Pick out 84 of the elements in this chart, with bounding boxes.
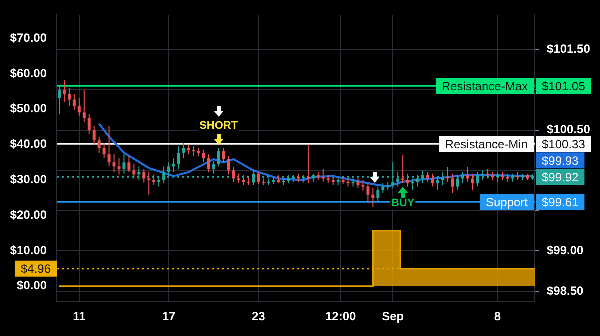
candlestick [451, 173, 454, 194]
candlestick [322, 168, 325, 182]
ref-line-label: Resistance-Min [445, 137, 528, 152]
candlestick [88, 114, 91, 135]
y2-tick-label: $0.00 [16, 278, 48, 293]
candlestick [132, 164, 136, 180]
candlestick [306, 144, 310, 184]
y2-tick-label: $30.00 [10, 172, 48, 187]
candlestick [82, 90, 86, 123]
candlestick [486, 168, 490, 180]
candlestick [62, 80, 66, 103]
candlestick [102, 142, 106, 160]
x-tick-label: 11 [73, 310, 86, 324]
candlestick [252, 168, 256, 186]
candlestick [461, 172, 464, 184]
candlestick [366, 183, 370, 204]
candlestick [142, 168, 146, 184]
y2-tick-label: $40.00 [10, 137, 48, 152]
candlestick [118, 158, 121, 176]
candlestick [446, 166, 450, 182]
y2-tick-label: $20.00 [10, 208, 48, 222]
candlestick [466, 166, 470, 182]
text: $99.61 [542, 195, 580, 210]
y-tick-label: $98.50 [547, 284, 584, 298]
candlestick [257, 172, 260, 185]
candlestick [92, 126, 96, 146]
annotation: BUY [391, 198, 416, 210]
y2-tick-label: $10.00 [10, 243, 48, 258]
candlestick [237, 173, 240, 184]
candlestick [431, 173, 434, 188]
x-tick-label: 8 [494, 310, 502, 324]
candlestick [421, 170, 424, 184]
candlestick [187, 144, 190, 156]
y2-tick-label: $50.00 [10, 102, 48, 116]
candlestick [382, 183, 385, 194]
candlestick [68, 88, 71, 107]
candlestick [192, 146, 196, 157]
candlestick [232, 166, 236, 182]
candlestick [212, 160, 216, 174]
candlestick [476, 172, 480, 188]
text: $100.33 [542, 137, 586, 152]
y2-tick-label: $70.00 [10, 30, 48, 45]
candlestick [217, 148, 220, 168]
candlestick [202, 149, 206, 164]
candlestick [112, 154, 116, 173]
y-tick-label: $99.00 [547, 244, 584, 258]
candlestick [98, 136, 101, 154]
candlestick [72, 94, 76, 111]
candlestick [426, 172, 430, 182]
candlestick [78, 98, 81, 116]
y-tick-label: $100.50 [547, 122, 591, 137]
candlestick [108, 126, 111, 168]
y2-tick-label: $60.00 [10, 66, 48, 80]
candlestick [122, 154, 126, 174]
candlestick [242, 175, 246, 186]
x-tick-label: Sep [382, 310, 404, 324]
candlestick [227, 156, 230, 176]
candlestick [406, 173, 410, 188]
candlestick [362, 180, 365, 192]
y-tick-label: $101.50 [547, 42, 591, 56]
candlestick [372, 188, 375, 208]
candlestick [128, 156, 131, 173]
candlestick [152, 174, 156, 186]
candlestick [207, 154, 210, 173]
ref-line-label: Support [486, 195, 529, 210]
ref-line-label: Resistance-Max [442, 79, 528, 94]
x-tick-label: 23 [252, 310, 266, 324]
candlestick [471, 173, 474, 191]
candlestick [356, 178, 360, 189]
candlestick [222, 148, 226, 164]
candlestick [376, 186, 380, 202]
annotation: SHORT [200, 120, 238, 132]
candlestick [172, 158, 176, 173]
candlestick [148, 172, 151, 196]
text: $4.96 [20, 262, 52, 276]
candlestick [58, 86, 61, 115]
candlestick [177, 146, 180, 170]
x-tick-label: 17 [162, 310, 176, 324]
candlestick [182, 142, 186, 160]
text: $99.93 [542, 154, 580, 168]
text: $101.05 [542, 79, 586, 94]
text: $99.92 [542, 170, 580, 184]
x-tick-label: 12:00 [325, 310, 356, 324]
candlestick [402, 154, 405, 184]
